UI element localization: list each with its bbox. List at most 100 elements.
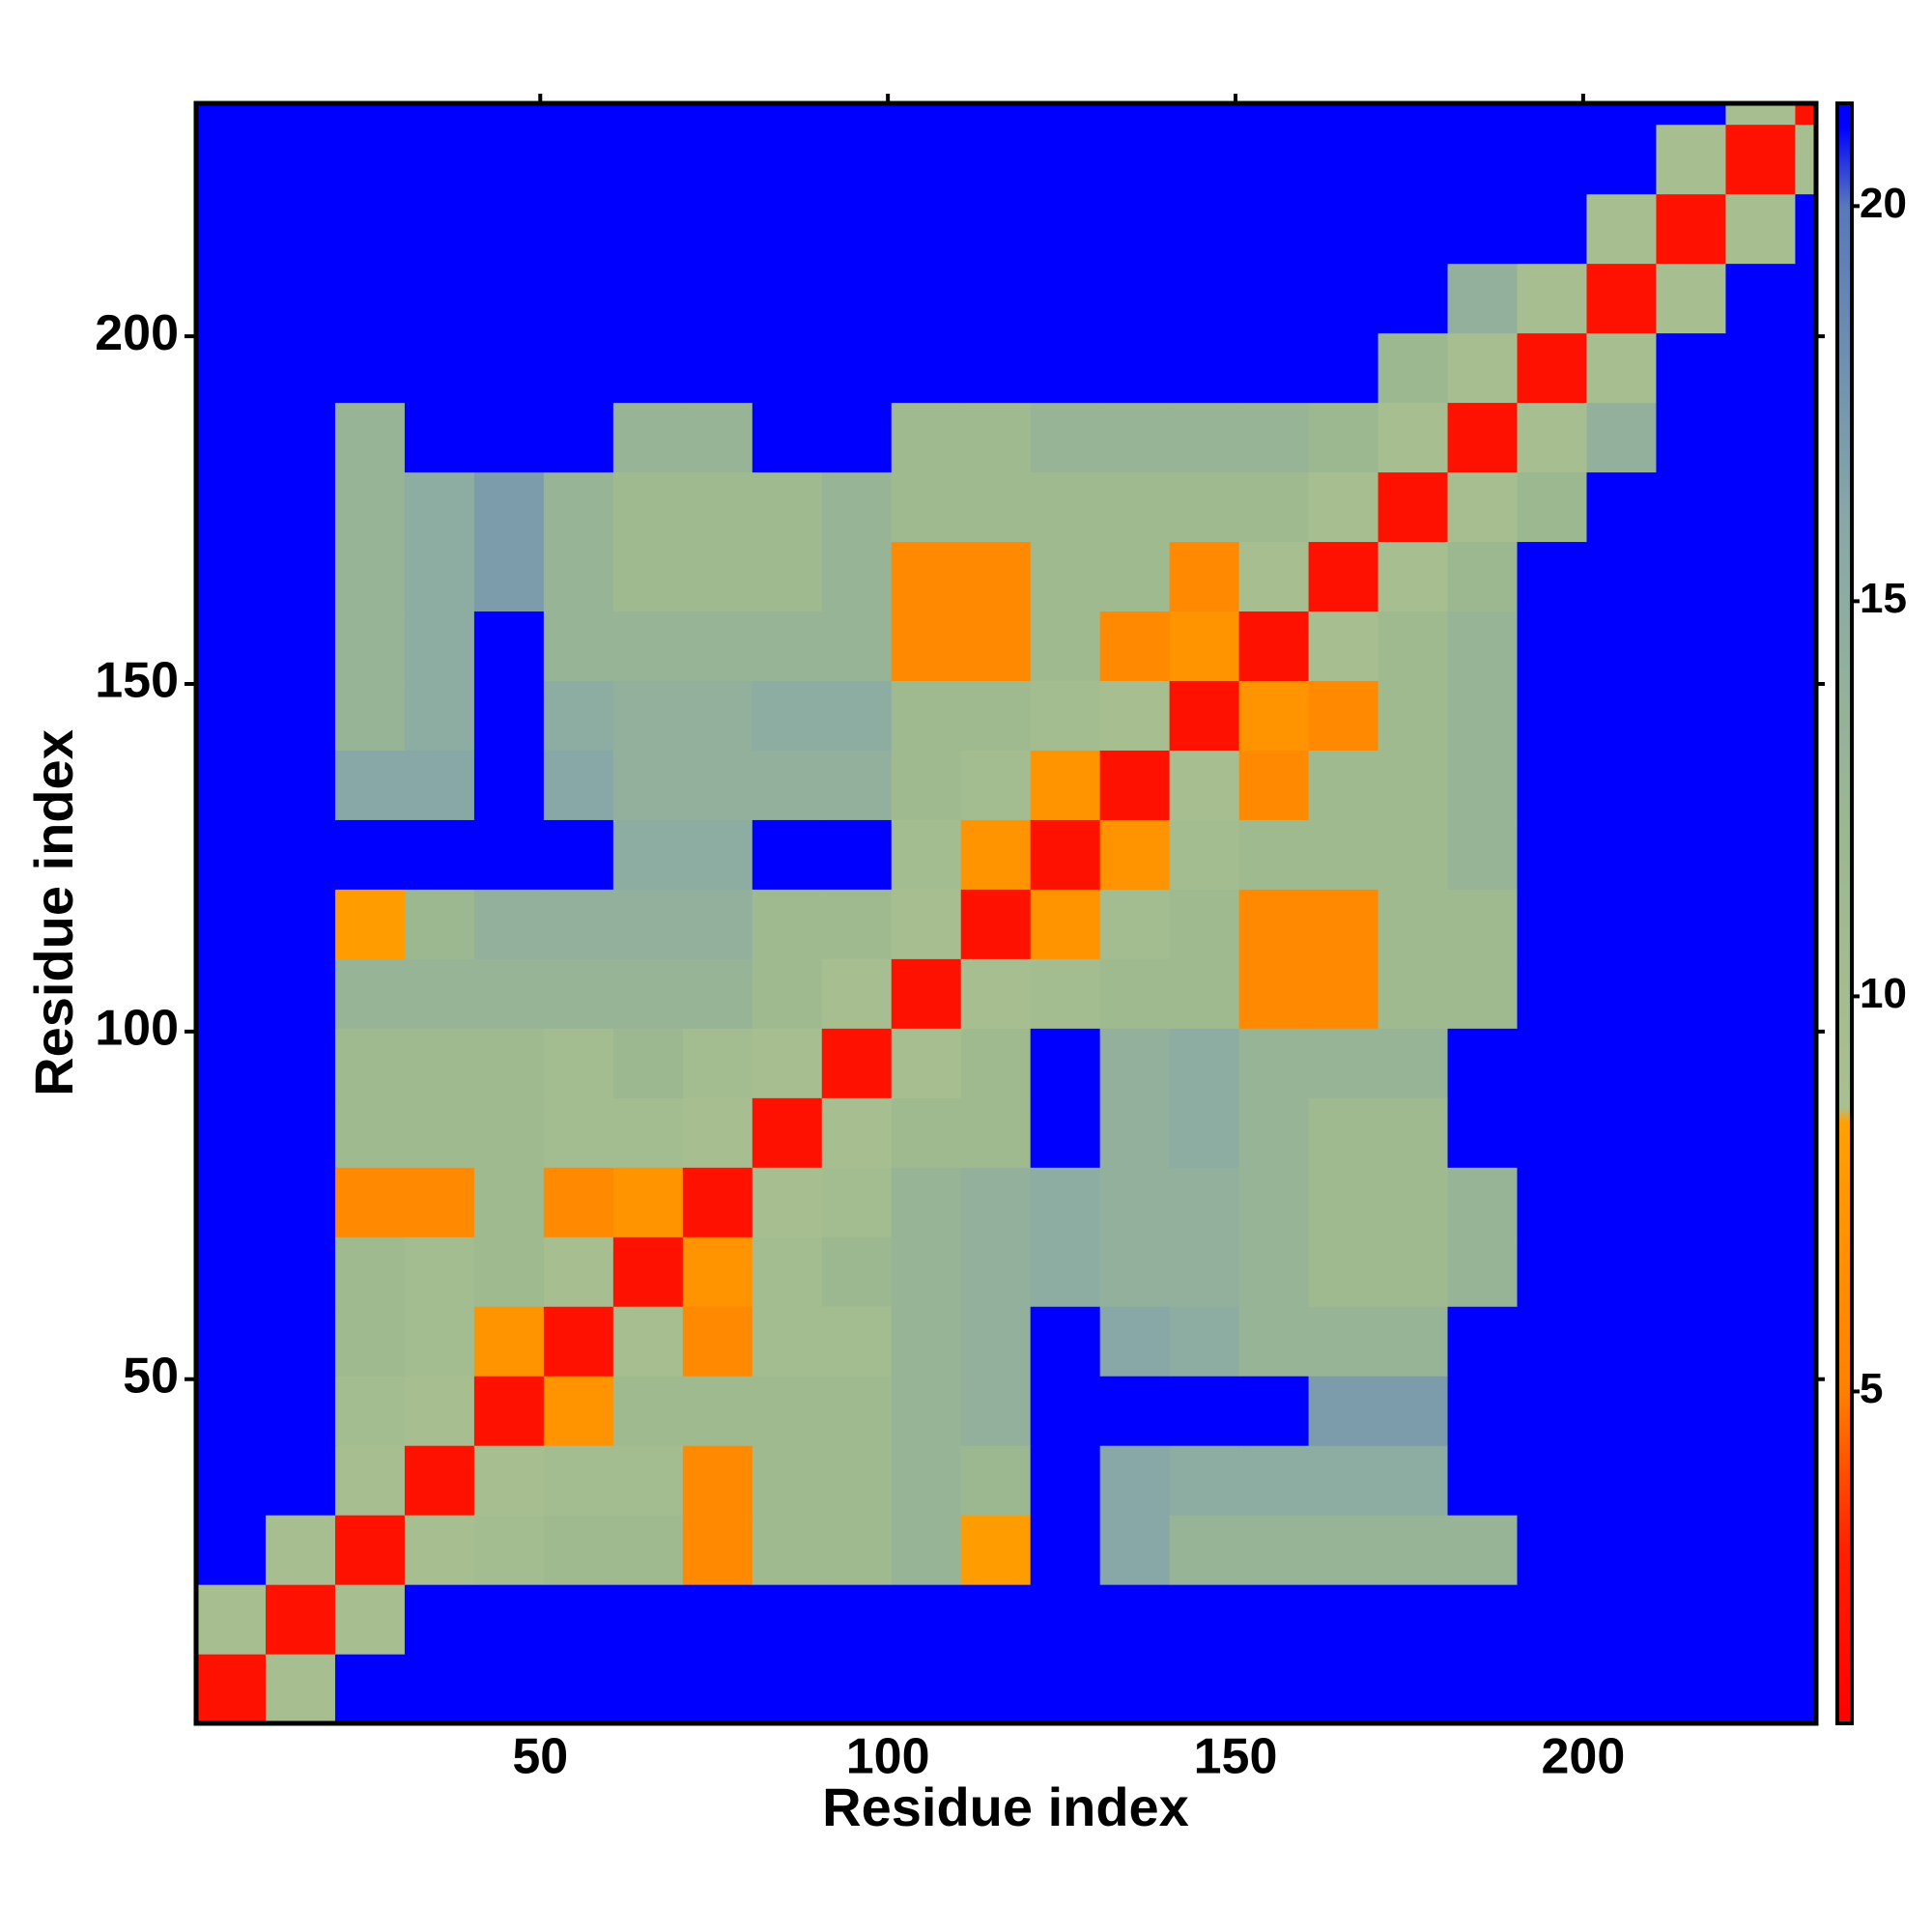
heatmap-cell [1447, 1515, 1519, 1585]
heatmap-cell [612, 1515, 684, 1585]
heatmap-cell [334, 611, 406, 681]
heatmap-cell [1238, 193, 1310, 265]
heatmap-cell [1517, 680, 1588, 751]
heatmap-cell [1378, 889, 1449, 959]
heatmap-cell [1447, 541, 1519, 612]
heatmap-cell [1308, 1584, 1379, 1655]
heatmap-cell [1795, 1167, 1817, 1237]
heatmap-cell [404, 1167, 475, 1237]
heatmap-cell [543, 1167, 614, 1237]
heatmap-cell [265, 680, 336, 751]
heatmap-cell [1725, 1654, 1797, 1724]
heatmap-cell [1169, 124, 1240, 195]
heatmap-cell [612, 1167, 684, 1237]
heatmap-cell [1725, 680, 1797, 751]
heatmap-cell [821, 471, 893, 543]
heatmap-cell [612, 1097, 684, 1168]
heatmap-cell [1099, 1167, 1171, 1237]
heatmap-cell [265, 889, 336, 959]
heatmap-cell [752, 471, 823, 543]
heatmap-cell [265, 819, 336, 890]
heatmap-cell [612, 1236, 684, 1307]
heatmap-cell [752, 1097, 823, 1168]
heatmap-cell [891, 1445, 962, 1516]
heatmap-cell [960, 889, 1032, 959]
heatmap-cell [1656, 263, 1727, 334]
heatmap-cell [612, 541, 684, 612]
heatmap-cell [821, 124, 893, 195]
heatmap-cell [960, 1306, 1032, 1377]
heatmap-cell [1447, 1236, 1519, 1307]
heatmap-cell [1378, 1306, 1449, 1377]
heatmap-cell [543, 124, 614, 195]
heatmap-cell [1030, 402, 1101, 473]
heatmap-cell [1308, 1236, 1379, 1307]
heatmap-cell [1030, 819, 1101, 890]
heatmap-cell [1378, 750, 1449, 820]
heatmap-cell [1586, 103, 1658, 126]
heatmap-cell [196, 1306, 267, 1377]
heatmap-cell [1517, 471, 1588, 543]
heatmap-cell [1308, 819, 1379, 890]
heatmap-cell [682, 819, 753, 890]
heatmap-cell [473, 1584, 545, 1655]
heatmap-cell [1169, 1445, 1240, 1516]
heatmap-cell [1586, 889, 1658, 959]
heatmap-cell [1725, 958, 1797, 1029]
heatmap-cell [334, 889, 406, 959]
heatmap-cell [1656, 124, 1727, 195]
heatmap-cell [1238, 958, 1310, 1029]
heatmap-cell [752, 1584, 823, 1655]
heatmap-cell [1099, 332, 1171, 404]
heatmap-cell [891, 193, 962, 265]
heatmap-cell [1378, 1654, 1449, 1724]
heatmap-cell [196, 332, 267, 404]
heatmap-cell [404, 819, 475, 890]
heatmap-cell [1725, 1167, 1797, 1237]
heatmap-cell [1795, 1515, 1817, 1585]
heatmap-cell [752, 611, 823, 681]
heatmap-cell [821, 819, 893, 890]
heatmap-cell [196, 1445, 267, 1516]
heatmap-cell [1725, 750, 1797, 820]
heatmap-cell [1795, 1376, 1817, 1446]
heatmap-cell [1099, 263, 1171, 334]
heatmap-cell [265, 263, 336, 334]
heatmap-cell [960, 193, 1032, 265]
heatmap-cell [1099, 103, 1171, 126]
heatmap-cell [1447, 611, 1519, 681]
heatmap-cell [1030, 1584, 1101, 1655]
heatmap-cell [1378, 680, 1449, 751]
heatmap-cell [404, 402, 475, 473]
x-tick-label: 50 [512, 1729, 568, 1785]
heatmap-cell [265, 1167, 336, 1237]
heatmap-cell [682, 471, 753, 543]
heatmap-cell [752, 332, 823, 404]
heatmap-cell [1795, 471, 1817, 543]
heatmap-cell [1795, 103, 1817, 126]
heatmap-cell [543, 1515, 614, 1585]
heatmap-cell [404, 958, 475, 1029]
heatmap-cell [821, 193, 893, 265]
heatmap-cell [1656, 193, 1727, 265]
heatmap-cell [1030, 958, 1101, 1029]
heatmap-cell [1725, 402, 1797, 473]
heatmap-cell [404, 1236, 475, 1307]
heatmap-cell [543, 1376, 614, 1446]
heatmap-cell [1308, 541, 1379, 612]
heatmap-cell [960, 1654, 1032, 1724]
heatmap-cell [1099, 541, 1171, 612]
heatmap-cell [1447, 1376, 1519, 1446]
heatmap-cell [543, 471, 614, 543]
heatmap-cell [682, 124, 753, 195]
heatmap-cell [891, 889, 962, 959]
heatmap-cell [1586, 1167, 1658, 1237]
heatmap-cell [1517, 332, 1588, 404]
colorbar [1835, 101, 1854, 1725]
heatmap-cell [1099, 1097, 1171, 1168]
heatmap-cell [1656, 1097, 1727, 1168]
heatmap-cell [1169, 1028, 1240, 1098]
heatmap-cell [1378, 124, 1449, 195]
heatmap-cell [1517, 1445, 1588, 1516]
heatmap-cell [1795, 402, 1817, 473]
